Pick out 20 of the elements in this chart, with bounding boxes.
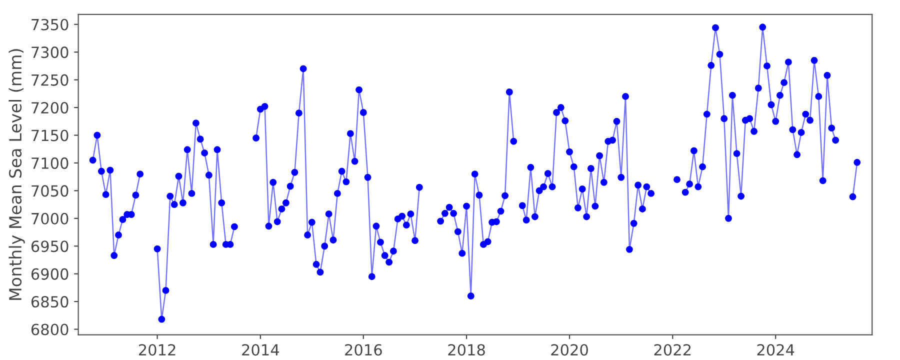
y-tick-label: 6800 xyxy=(31,324,68,336)
y-tick-label: 7200 xyxy=(32,102,68,114)
y-tick-label: 6950 xyxy=(31,240,68,252)
y-tick-label: 6900 xyxy=(31,268,68,280)
y-tick-label: 7350 xyxy=(32,18,68,30)
y-tick-label: 7150 xyxy=(32,130,68,142)
x-tick-label: 2020 xyxy=(551,344,588,356)
y-tick-label: 7250 xyxy=(32,74,68,86)
x-tick-label: 2012 xyxy=(138,344,176,356)
x-tick-label: 2024 xyxy=(757,344,794,356)
y-tick-label: 7050 xyxy=(32,185,68,197)
y-tick-label: 7300 xyxy=(32,46,68,58)
x-tick-label: 2018 xyxy=(448,344,485,356)
y-axis-title: Monthly Mean Sea Level (mm) xyxy=(8,49,25,300)
x-tick-label: 2016 xyxy=(345,344,382,356)
y-tick-label: 7100 xyxy=(32,157,68,169)
x-tick-label: 2014 xyxy=(242,344,280,356)
y-tick-label: 7000 xyxy=(32,212,68,224)
y-tick-label: 6850 xyxy=(31,296,68,308)
x-tick-label: 2022 xyxy=(654,344,691,356)
